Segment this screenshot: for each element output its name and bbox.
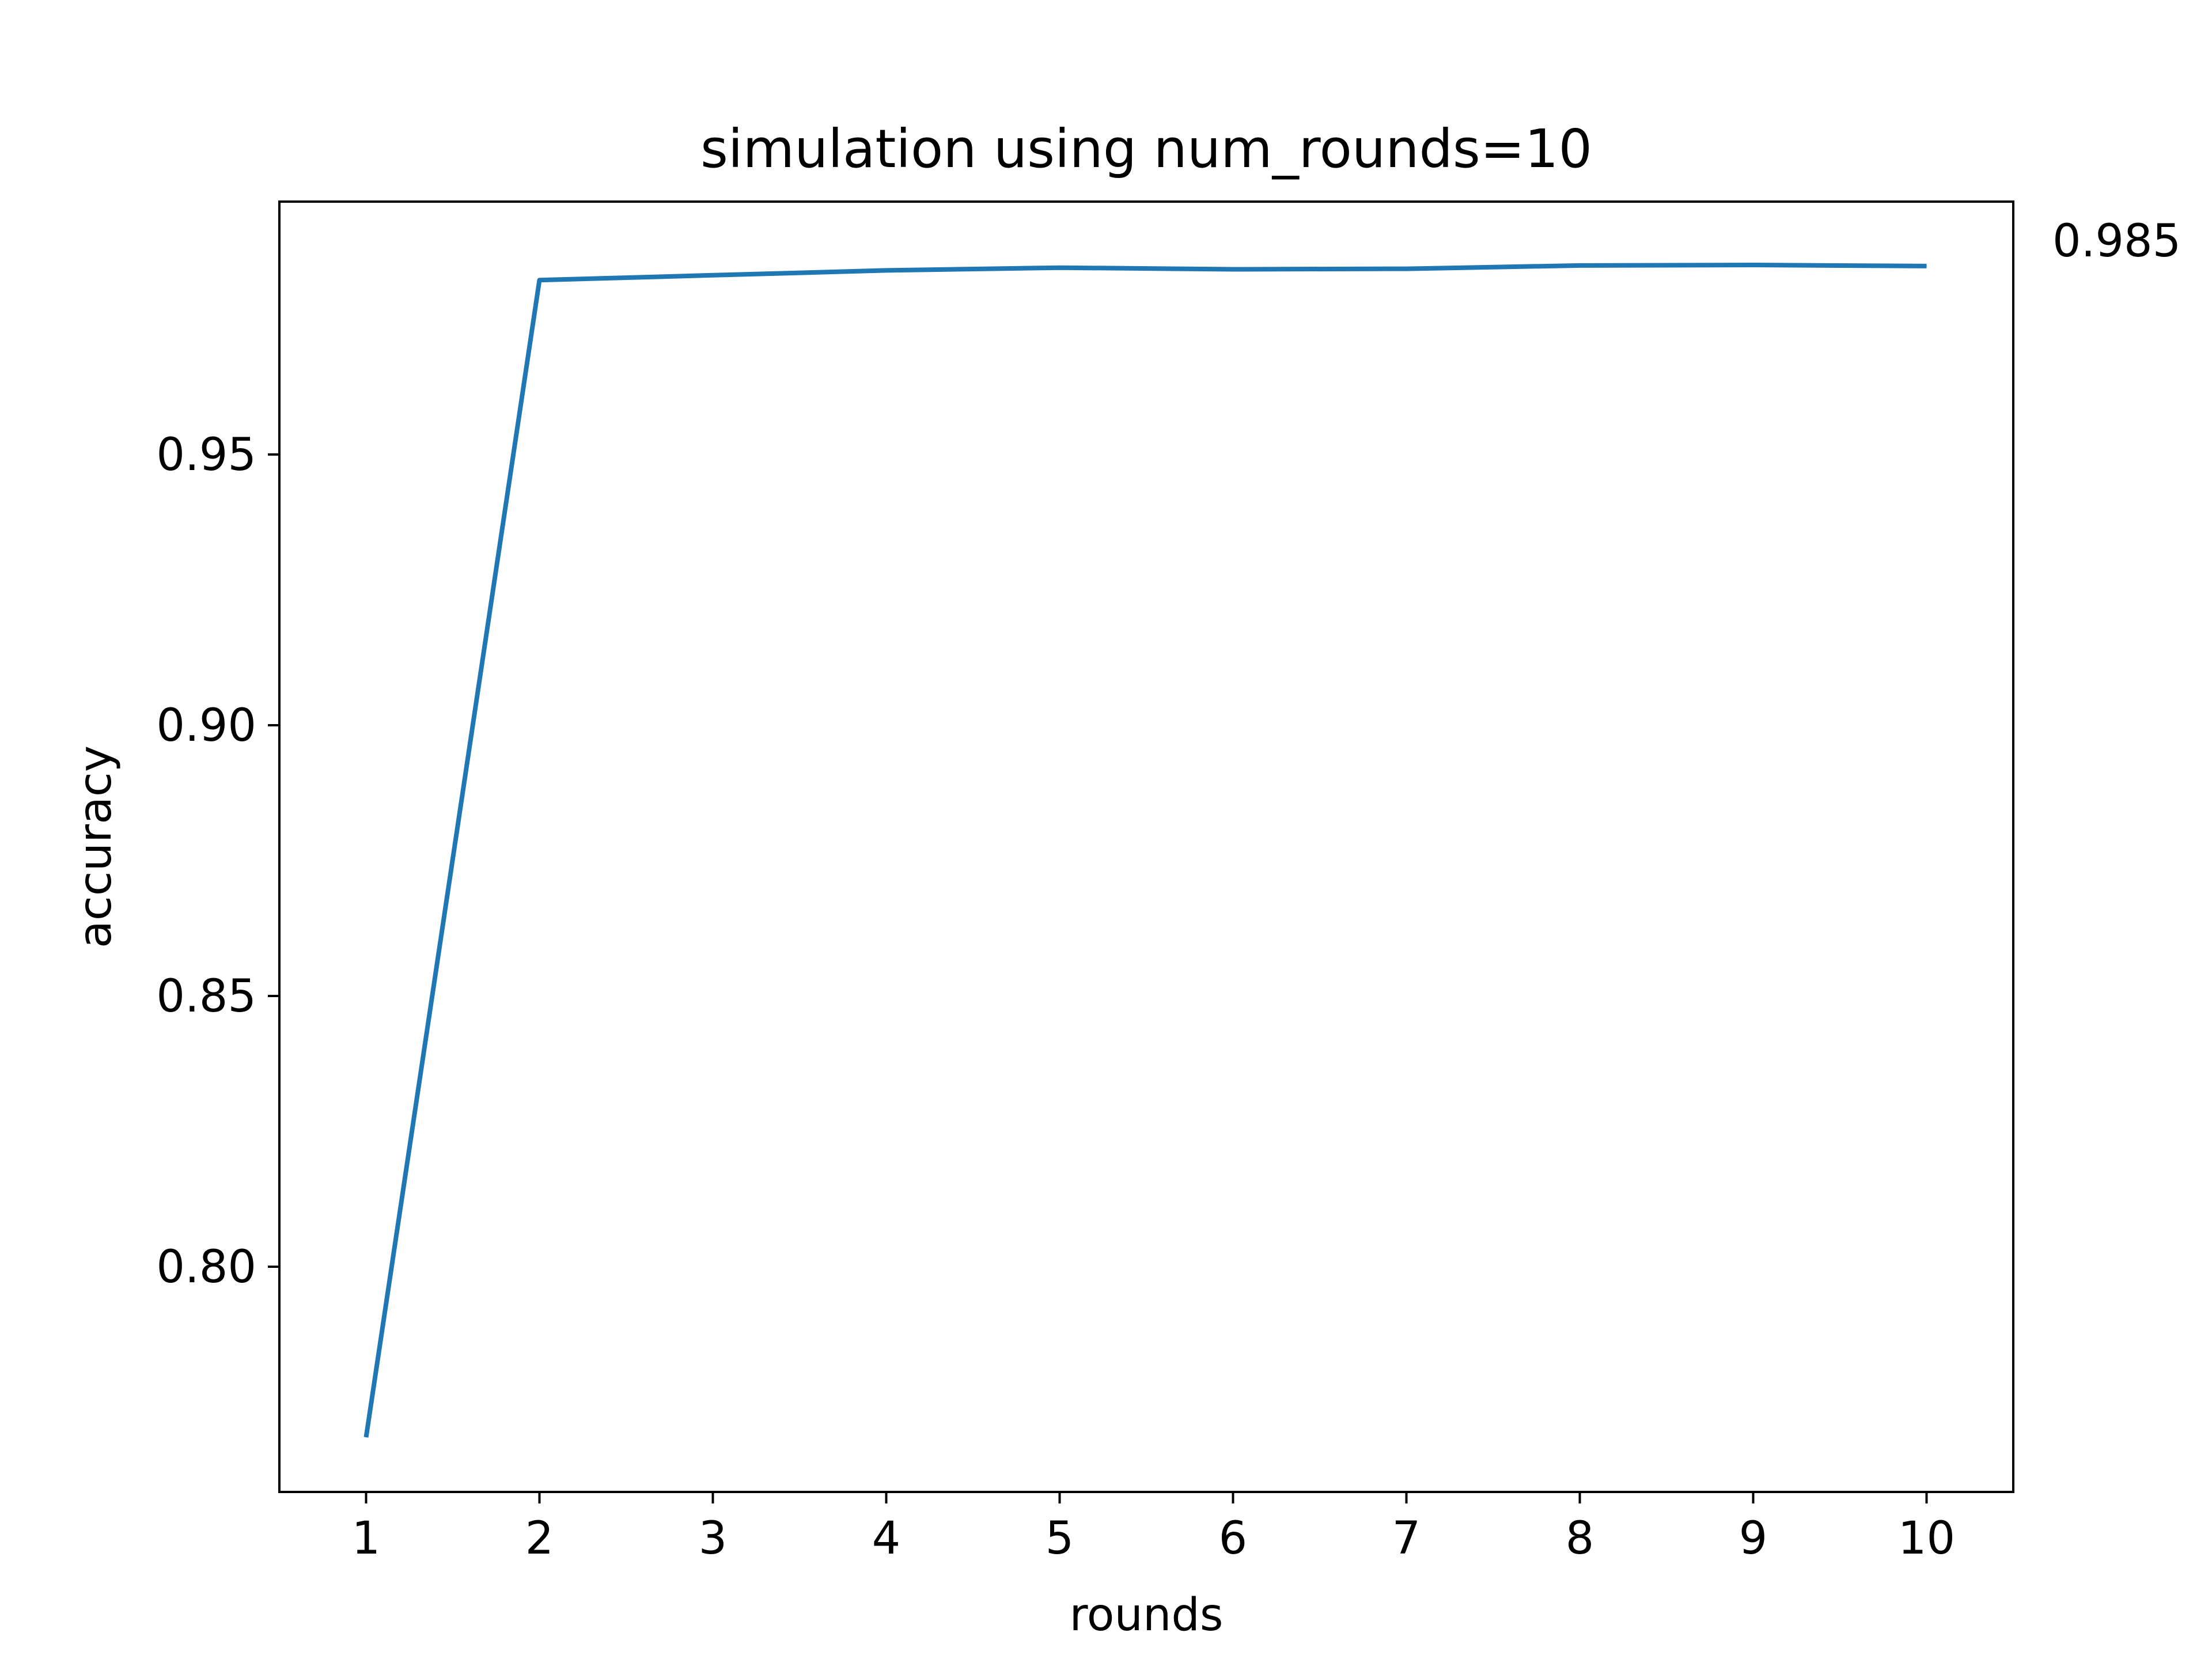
y-tick-label: 0.95: [156, 429, 256, 481]
x-tick-label: 10: [1898, 1513, 1955, 1565]
x-tick-label: 5: [1046, 1513, 1074, 1565]
x-tick-label: 8: [1566, 1513, 1594, 1565]
x-tick-label: 2: [525, 1513, 554, 1565]
x-tick-label: 1: [352, 1513, 381, 1565]
x-tick-label: 6: [1219, 1513, 1248, 1565]
y-tick-label: 0.85: [156, 971, 256, 1022]
accuracy-series-line: [363, 263, 1927, 1438]
x-tick-label: 3: [699, 1513, 728, 1565]
value-annotation: 0.985: [2052, 215, 2181, 267]
y-tick-label: 0.90: [156, 700, 256, 752]
x-axis-label: rounds: [1069, 1589, 1223, 1641]
axes-frame: [278, 200, 2014, 1493]
x-axis-ticks: 1 2 3 4 5 6 7 8 9 10: [352, 1492, 1955, 1565]
data-point: [539, 279, 540, 281]
series-layer: [363, 263, 1927, 1438]
y-axis-ticks: 0.80 0.85 0.90 0.95: [156, 429, 279, 1293]
x-tick-label: 4: [872, 1513, 901, 1565]
data-point: [1059, 267, 1060, 268]
chart-title: simulation using num_rounds=10: [700, 118, 1592, 180]
data-point: [1406, 268, 1407, 270]
y-tick-label: 0.80: [156, 1241, 256, 1293]
x-tick-label: 9: [1739, 1513, 1768, 1565]
data-point: [886, 270, 887, 271]
x-tick-label: 7: [1392, 1513, 1421, 1565]
y-axis-label: accuracy: [70, 745, 122, 948]
